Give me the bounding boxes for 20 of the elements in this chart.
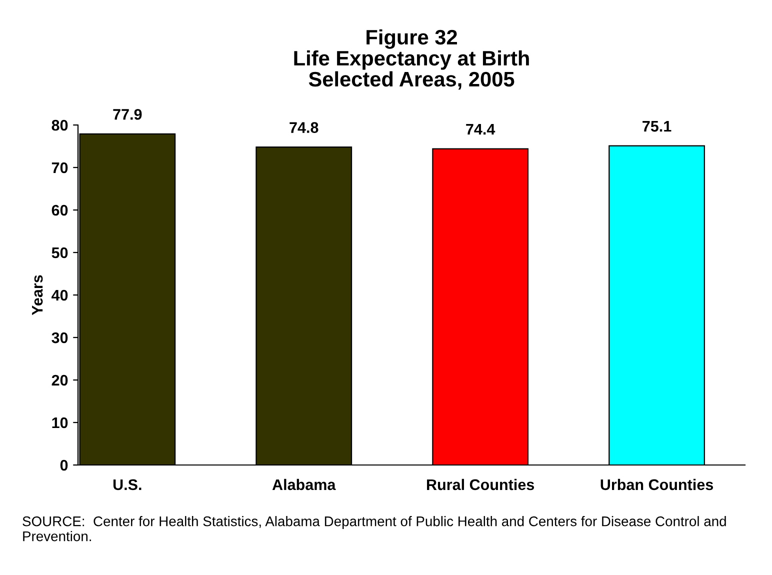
data-label: 74.8 [290, 122, 318, 133]
y-tick-label: 60 [52, 204, 68, 216]
source-note: SOURCE: Center for Health Statistics, Alabama Department of Public Health and Centers for Disease Control and Prevention. [22, 516, 726, 542]
y-tick-label: 20 [52, 374, 68, 386]
y-axis-title: Years [32, 275, 43, 316]
y-tick-label: 0 [60, 460, 68, 471]
y-tick-label: 30 [52, 332, 68, 344]
y-tick-label: 10 [52, 417, 68, 428]
chart-title: Figure 32 Life Expectancy at Birth Selected Areas, 2005 [294, 29, 529, 90]
x-tick-label: Rural Counties [427, 478, 534, 490]
data-label: 75.1 [642, 121, 672, 132]
x-tick-label: Alabama [272, 478, 336, 490]
y-tick-label: 80 [52, 120, 68, 131]
y-tick-label: 40 [52, 290, 68, 301]
data-label: 74.4 [466, 124, 496, 135]
y-tick-label: 50 [52, 247, 68, 258]
x-tick-label: Urban Counties [600, 478, 714, 490]
x-tick-label: U.S. [113, 479, 142, 490]
y-tick-label: 70 [52, 162, 68, 174]
data-label: 77.9 [113, 108, 142, 120]
